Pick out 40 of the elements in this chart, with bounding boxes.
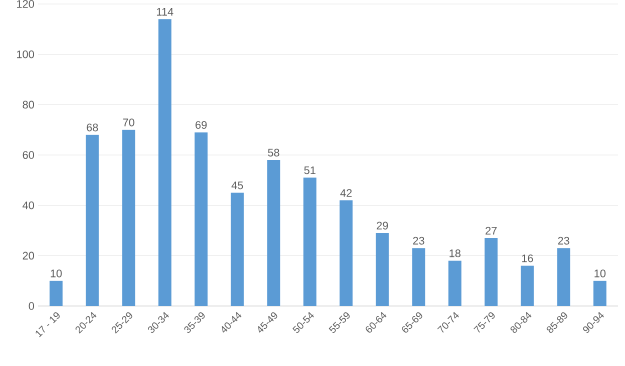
data-label: 70	[123, 118, 134, 126]
data-label: 51	[304, 166, 316, 174]
bar	[122, 130, 136, 306]
bar	[194, 132, 208, 306]
y-tick-label: 60	[22, 151, 34, 159]
data-label: 10	[50, 270, 62, 278]
bar	[267, 160, 280, 306]
bar	[593, 280, 606, 306]
data-label: 114	[156, 8, 174, 16]
bar	[557, 248, 570, 306]
data-label: 16	[522, 254, 533, 262]
data-label: 10	[594, 270, 606, 278]
data-label: 29	[376, 222, 388, 230]
data-label: 69	[196, 121, 207, 129]
bar	[303, 178, 316, 306]
y-tick-label: 120	[17, 0, 34, 8]
data-label: 58	[268, 148, 280, 157]
bar	[50, 280, 63, 306]
data-label: 23	[413, 236, 424, 245]
data-label: 27	[486, 226, 497, 235]
data-label: 42	[340, 189, 352, 197]
bar	[376, 233, 389, 306]
y-tick-label: 100	[17, 50, 34, 58]
bar	[86, 134, 99, 306]
y-tick-label: 40	[22, 201, 34, 210]
bar	[340, 200, 353, 306]
x-tick-label: 17 - 19	[36, 312, 60, 338]
y-tick-label: 20	[22, 252, 34, 260]
bar	[412, 248, 426, 306]
bar	[520, 266, 534, 306]
y-tick-label: 80	[22, 100, 34, 109]
bar	[158, 19, 172, 306]
data-label: 68	[86, 124, 98, 132]
data-label: 23	[558, 236, 570, 245]
bar	[484, 238, 498, 306]
y-tick-label: 0	[28, 302, 34, 310]
bar	[448, 260, 462, 306]
data-label: 45	[232, 182, 243, 190]
data-label: 18	[450, 249, 460, 258]
bar	[230, 192, 244, 306]
